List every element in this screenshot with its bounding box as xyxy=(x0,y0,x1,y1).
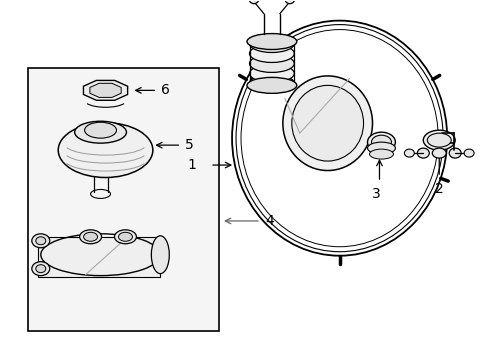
Text: 1: 1 xyxy=(187,158,196,172)
Ellipse shape xyxy=(32,262,50,276)
Ellipse shape xyxy=(427,133,450,147)
Ellipse shape xyxy=(114,230,136,244)
Ellipse shape xyxy=(249,64,294,82)
Ellipse shape xyxy=(151,236,169,274)
Ellipse shape xyxy=(84,122,116,138)
Ellipse shape xyxy=(367,132,395,152)
Bar xyxy=(28,68,219,332)
Ellipse shape xyxy=(246,33,296,50)
Ellipse shape xyxy=(369,149,393,159)
Ellipse shape xyxy=(36,265,46,273)
Ellipse shape xyxy=(431,148,446,158)
Ellipse shape xyxy=(246,77,296,93)
Ellipse shape xyxy=(75,121,126,143)
Text: 3: 3 xyxy=(371,187,380,201)
Ellipse shape xyxy=(249,45,294,62)
Ellipse shape xyxy=(463,149,473,157)
Ellipse shape xyxy=(423,130,454,150)
Ellipse shape xyxy=(36,237,46,245)
Polygon shape xyxy=(38,237,160,276)
Ellipse shape xyxy=(291,85,363,161)
Text: 5: 5 xyxy=(185,138,194,152)
Ellipse shape xyxy=(249,75,294,92)
Polygon shape xyxy=(83,80,127,100)
Ellipse shape xyxy=(32,234,50,248)
Circle shape xyxy=(248,0,259,4)
Ellipse shape xyxy=(83,232,98,241)
Text: 6: 6 xyxy=(161,84,170,97)
Ellipse shape xyxy=(282,76,372,171)
Ellipse shape xyxy=(371,135,390,149)
Text: 4: 4 xyxy=(264,214,273,228)
Polygon shape xyxy=(90,83,121,98)
Text: 2: 2 xyxy=(434,182,443,196)
Ellipse shape xyxy=(448,148,460,158)
Ellipse shape xyxy=(118,232,132,241)
Ellipse shape xyxy=(367,142,395,154)
Ellipse shape xyxy=(416,148,428,158)
Ellipse shape xyxy=(232,21,447,256)
Ellipse shape xyxy=(404,149,413,157)
Ellipse shape xyxy=(58,123,153,177)
Ellipse shape xyxy=(249,35,294,53)
Ellipse shape xyxy=(80,230,102,244)
Ellipse shape xyxy=(249,54,294,72)
Circle shape xyxy=(285,0,294,4)
